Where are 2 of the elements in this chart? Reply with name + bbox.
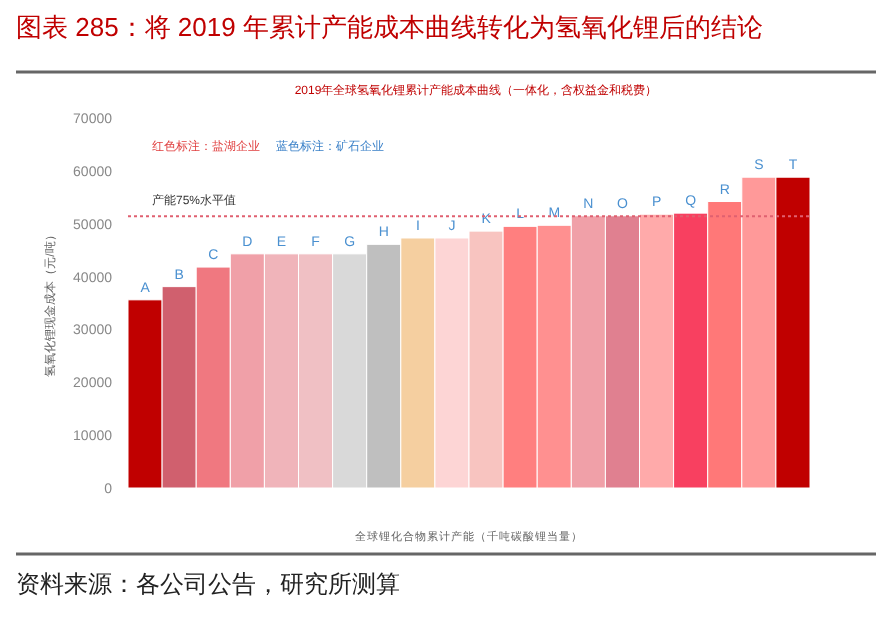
chart-title: 图表 285：将 2019 年累计产能成本曲线转化为氢氧化锂后的结论 — [16, 12, 763, 42]
text: 资料来源：各公司公告，研究所测算 — [16, 570, 400, 598]
